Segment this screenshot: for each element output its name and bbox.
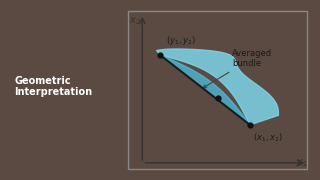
Text: Geometric
Interpretation: Geometric Interpretation [15, 76, 93, 97]
Polygon shape [156, 49, 278, 125]
Text: $x_1$: $x_1$ [296, 157, 308, 169]
Polygon shape [160, 55, 250, 125]
Text: $(y_1, y_2)$: $(y_1, y_2)$ [166, 34, 196, 47]
Text: $(x_1, x_2)$: $(x_1, x_2)$ [253, 131, 284, 144]
Text: Averaged
bundle: Averaged bundle [203, 49, 272, 88]
Text: $x_2$: $x_2$ [129, 15, 141, 27]
